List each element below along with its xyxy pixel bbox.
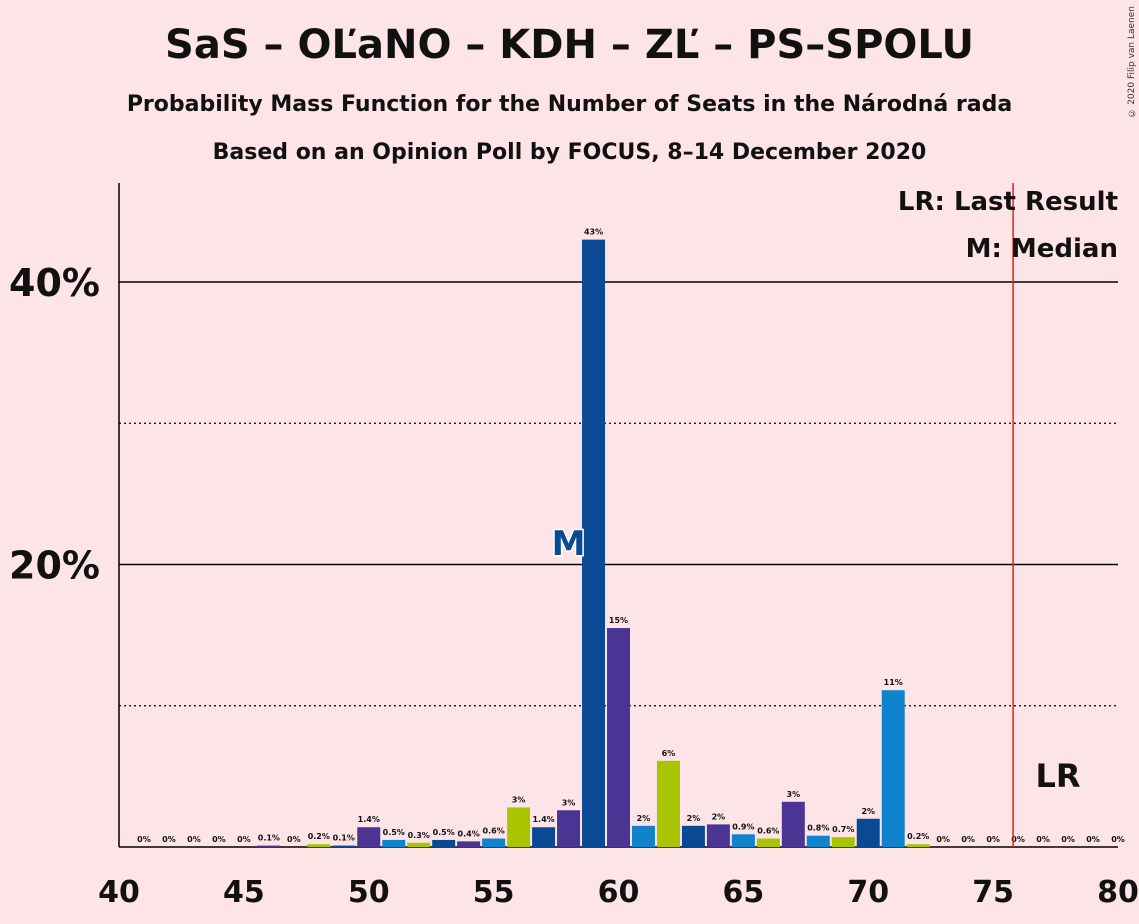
data-label-seats-42: 0% bbox=[162, 835, 176, 844]
x-tick-label: 80 bbox=[1097, 875, 1139, 910]
bar-seats-55 bbox=[482, 838, 506, 847]
data-label-seats-59: 43% bbox=[584, 228, 603, 237]
bar-seats-72 bbox=[906, 844, 930, 847]
data-label-seats-49: 0.1% bbox=[333, 834, 355, 843]
data-label-seats-71: 11% bbox=[884, 678, 903, 687]
y-tick-label: 20% bbox=[9, 544, 100, 588]
chart-subtitle: Probability Mass Function for the Number… bbox=[126, 92, 1013, 117]
legend-median: M: Median bbox=[966, 234, 1118, 264]
data-label-seats-60: 15% bbox=[609, 616, 628, 625]
data-label-seats-61: 2% bbox=[637, 814, 651, 823]
bar-seats-71 bbox=[881, 690, 905, 847]
data-label-seats-41: 0% bbox=[137, 835, 151, 844]
x-tick-label: 50 bbox=[348, 875, 390, 910]
bar-seats-62 bbox=[656, 760, 680, 847]
bar-seats-57 bbox=[532, 827, 556, 847]
x-tick-label: 70 bbox=[847, 875, 889, 910]
data-label-seats-72: 0.2% bbox=[907, 832, 929, 841]
data-label-seats-56: 3% bbox=[512, 795, 526, 804]
data-label-seats-80: 0% bbox=[1111, 835, 1125, 844]
x-tick-label: 75 bbox=[972, 875, 1014, 910]
data-label-seats-65: 0.9% bbox=[732, 822, 754, 831]
data-label-seats-70: 2% bbox=[861, 807, 875, 816]
bar-seats-58 bbox=[557, 810, 581, 847]
data-label-seats-52: 0.3% bbox=[408, 831, 430, 840]
median-marker: M bbox=[552, 524, 586, 564]
data-label-seats-74: 0% bbox=[961, 835, 975, 844]
x-tick-label: 45 bbox=[223, 875, 265, 910]
data-label-seats-53: 0.5% bbox=[433, 828, 455, 837]
data-label-seats-55: 0.6% bbox=[483, 827, 505, 836]
bar-seats-59 bbox=[582, 239, 606, 847]
data-label-seats-45: 0% bbox=[237, 835, 251, 844]
data-label-seats-47: 0% bbox=[287, 835, 301, 844]
bar-seats-65 bbox=[731, 834, 755, 847]
data-label-seats-57: 1.4% bbox=[532, 815, 554, 824]
data-label-seats-68: 0.8% bbox=[807, 824, 829, 833]
chart-title: SaS – OĽaNO – KDH – ZĽ – PS–SPOLU bbox=[165, 22, 974, 68]
data-label-seats-67: 3% bbox=[787, 790, 801, 799]
data-label-seats-50: 1.4% bbox=[358, 815, 380, 824]
data-label-seats-51: 0.5% bbox=[383, 828, 405, 837]
data-label-seats-75: 0% bbox=[986, 835, 1000, 844]
bar-seats-60 bbox=[607, 628, 630, 847]
bar-seats-67 bbox=[781, 801, 805, 847]
data-label-seats-63: 2% bbox=[687, 814, 701, 823]
data-label-seats-73: 0% bbox=[936, 835, 950, 844]
bar-seats-53 bbox=[432, 839, 456, 847]
bar-seats-63 bbox=[681, 825, 705, 847]
data-label-seats-48: 0.2% bbox=[308, 832, 330, 841]
x-tick-label: 40 bbox=[98, 875, 140, 910]
bar-seats-68 bbox=[806, 835, 830, 847]
data-label-seats-64: 2% bbox=[712, 812, 726, 821]
bar-seats-66 bbox=[756, 838, 780, 847]
data-label-seats-54: 0.4% bbox=[458, 829, 480, 838]
bar-seats-54 bbox=[457, 841, 481, 847]
bar-seats-46 bbox=[257, 845, 281, 847]
data-label-seats-46: 0.1% bbox=[258, 834, 280, 843]
data-label-seats-66: 0.6% bbox=[757, 827, 779, 836]
x-tick-label: 65 bbox=[723, 875, 765, 910]
bar-seats-50 bbox=[357, 827, 381, 847]
x-tick-label: 55 bbox=[473, 875, 515, 910]
data-label-seats-79: 0% bbox=[1086, 835, 1100, 844]
data-label-seats-62: 6% bbox=[662, 749, 676, 758]
bar-seats-61 bbox=[631, 825, 655, 847]
data-label-seats-44: 0% bbox=[212, 835, 226, 844]
bar-seats-51 bbox=[382, 839, 406, 847]
bar-seats-52 bbox=[407, 842, 431, 847]
x-tick-label: 60 bbox=[598, 875, 640, 910]
bar-seats-48 bbox=[307, 844, 331, 847]
last-result-label: LR bbox=[1035, 757, 1080, 795]
chart-source-note: Based on an Opinion Poll by FOCUS, 8–14 … bbox=[212, 140, 927, 165]
data-label-seats-76: 0% bbox=[1011, 835, 1025, 844]
data-label-seats-43: 0% bbox=[187, 835, 201, 844]
bar-seats-70 bbox=[856, 818, 880, 847]
data-label-seats-77: 0% bbox=[1036, 835, 1050, 844]
data-label-seats-78: 0% bbox=[1061, 835, 1075, 844]
bar-seats-49 bbox=[332, 845, 356, 847]
bar-seats-64 bbox=[706, 824, 730, 847]
bar-seats-56 bbox=[507, 807, 531, 847]
y-tick-label: 40% bbox=[9, 261, 100, 305]
bar-seats-69 bbox=[831, 837, 855, 847]
data-label-seats-58: 3% bbox=[562, 798, 576, 807]
data-label-seats-69: 0.7% bbox=[832, 825, 854, 834]
legend-last-result: LR: Last Result bbox=[898, 187, 1118, 217]
